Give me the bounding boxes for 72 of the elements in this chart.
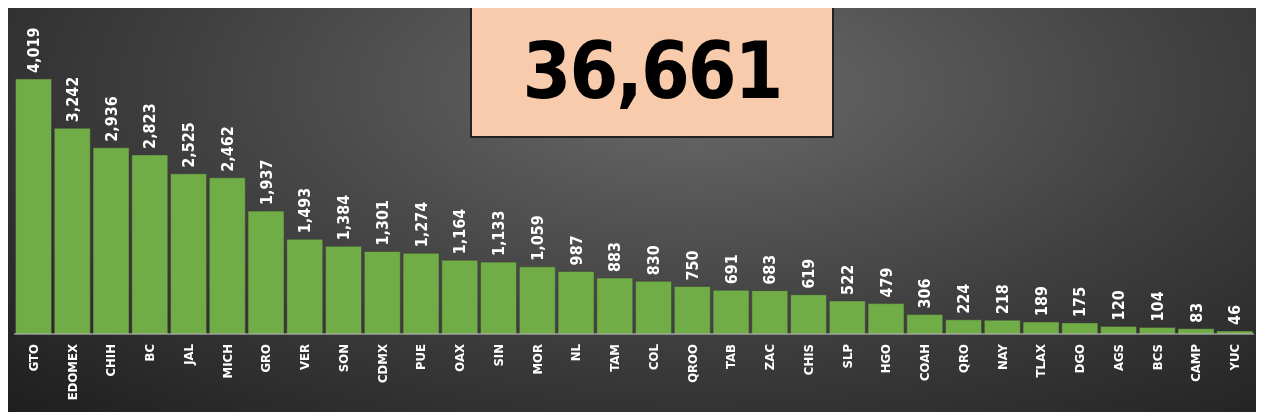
x-tick-label: CHIH [103,344,119,377]
bar [480,261,517,335]
x-tick-label: BC [142,344,158,362]
data-label: 3,242 [62,76,82,123]
data-label: 1,164 [450,208,470,255]
data-label: 46 [1225,305,1245,326]
x-tick-label: MOR [529,344,545,375]
data-label: 1,133 [489,210,509,257]
x-tick-label: CDMX [374,344,390,383]
data-label: 750 [682,250,702,281]
data-label: 2,936 [101,96,121,142]
x-tick-label: SLP [839,343,855,369]
data-label: 175 [1070,286,1090,317]
bar [635,281,672,335]
data-label: 2,462 [217,126,237,172]
data-label: 83 [1186,302,1206,323]
data-label: 1,274 [411,201,431,248]
data-label: 2,823 [140,103,160,149]
x-tick-label: TAB [723,343,739,369]
x-tick-label: GTO [25,343,41,372]
data-label: 2,525 [179,122,199,168]
data-label: 1,384 [334,194,354,241]
x-tick-label: ZAC [762,344,778,371]
x-tick-label: MICH [219,344,235,379]
data-label: 691 [721,254,741,285]
x-tick-label: EDOMEX [64,344,80,401]
data-label: 1,059 [527,215,547,261]
bar [325,245,362,335]
x-tick-label: TAM [607,344,623,372]
x-tick-label: AGS [1110,344,1126,372]
data-label: 1,937 [256,159,276,206]
bar [170,173,207,335]
x-tick-label: NL [568,343,584,362]
x-tick-label: JAL [180,343,196,366]
chart-title: 36,661 [521,25,783,118]
data-label: 1,301 [372,199,392,246]
x-tick-label: VER [297,344,313,371]
data-label: 224 [954,283,974,314]
bar [15,78,52,335]
x-tick-label: BCS [1149,344,1165,371]
x-tick-label: COL [645,343,661,370]
x-tick-label: CAMP [1188,343,1204,382]
data-label: 104 [1147,291,1167,322]
data-label: 619 [799,258,819,289]
x-tick-label: QROO [684,343,700,383]
data-label: 306 [915,278,935,309]
x-tick-label: SON [335,344,351,373]
x-tick-label: QRO [955,343,971,373]
x-tick-label: DGO [1072,343,1088,374]
x-tick-label: SIN [490,344,506,367]
x-tick-label: HGO [878,343,894,374]
data-label: 120 [1109,290,1129,321]
x-tick-label: COAH [917,344,933,382]
x-tick-label: TLAX [1033,344,1049,378]
x-tick-label: YUC [1227,344,1243,372]
x-tick-label: OAX [452,344,468,372]
data-label: 218 [992,284,1012,315]
data-label: 830 [644,245,664,276]
data-label: 189 [1031,285,1051,317]
data-label: 1,493 [295,187,315,234]
data-label: 883 [605,241,625,272]
data-label: 4,019 [24,27,44,73]
x-tick-label: CHIS [800,344,816,376]
x-tick-label: PUE [413,344,429,371]
data-label: 987 [566,235,586,266]
bar [790,294,827,335]
bar [945,319,982,335]
x-tick-label: NAY [994,343,1010,371]
x-tick-label: GRO [258,343,274,373]
data-label: 683 [760,254,780,285]
data-label: 479 [876,267,896,298]
data-label: 522 [837,264,857,295]
